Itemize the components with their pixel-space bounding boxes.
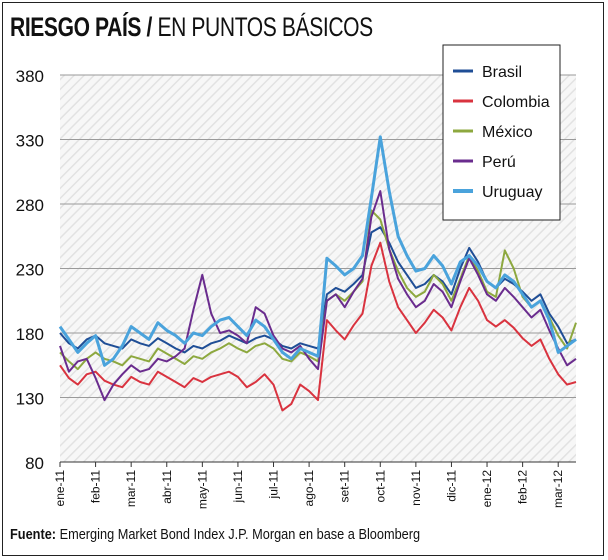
source-label: Fuente: xyxy=(10,526,57,543)
y-tick-label: 180 xyxy=(16,325,44,344)
legend-label: Brasil xyxy=(482,64,522,81)
legend-label: Perú xyxy=(482,154,516,171)
x-tick-label: may-11 xyxy=(195,470,209,509)
series-lines xyxy=(58,135,577,412)
x-tick-label: abr-11 xyxy=(160,470,174,504)
legend-label: México xyxy=(482,124,533,141)
x-tick-label: feb-11 xyxy=(89,470,103,503)
chart-title-light: EN PUNTOS BÁSICOS xyxy=(157,12,373,42)
chart-title-bold: RIESGO PAÍS / xyxy=(10,12,152,42)
x-tick-label: dic-11 xyxy=(444,470,458,502)
source-note: Fuente: Emerging Market Bond Index J.P. … xyxy=(10,526,420,543)
y-axis: 80 130 180 230 280 330 380 xyxy=(16,67,44,473)
x-tick-label: ene-11 xyxy=(53,470,67,507)
y-tick-label: 80 xyxy=(25,454,44,473)
series-line-uruguay xyxy=(58,135,577,367)
x-tick-label: mar-11 xyxy=(124,470,138,507)
y-tick-label: 330 xyxy=(16,132,44,151)
source-text: Emerging Market Bond Index J.P. Morgan e… xyxy=(59,526,421,543)
x-tick-label: feb-12 xyxy=(516,470,530,504)
y-tick-label: 280 xyxy=(16,196,44,215)
x-tick-label: set-11 xyxy=(338,470,352,503)
series-line-perú xyxy=(59,190,577,402)
series-line-colombia xyxy=(59,241,577,412)
x-tick-label: jun-11 xyxy=(231,470,245,504)
x-tick-label: nov-11 xyxy=(409,470,423,506)
x-tick-label: oct-11 xyxy=(373,470,387,503)
y-tick-label: 380 xyxy=(16,67,44,86)
x-tick-label: mar-12 xyxy=(551,470,565,508)
chart-title: RIESGO PAÍS / EN PUNTOS BÁSICOS xyxy=(10,12,373,43)
legend-label: Uruguay xyxy=(482,184,542,201)
chart-frame xyxy=(2,2,604,556)
x-tick-label: jul-11 xyxy=(267,470,281,500)
legend-label: Colombia xyxy=(482,94,550,111)
y-tick-label: 230 xyxy=(16,261,44,280)
x-tick-label: ene-12 xyxy=(480,470,494,508)
y-tick-label: 130 xyxy=(16,390,44,409)
x-axis: ene-11 feb-11 mar-11 abr-11 may-11 jun-11 jul-… xyxy=(53,461,576,509)
legend: Brasil Colombia México Perú Uruguay xyxy=(442,44,561,221)
x-tick-label: ago-11 xyxy=(302,470,316,507)
